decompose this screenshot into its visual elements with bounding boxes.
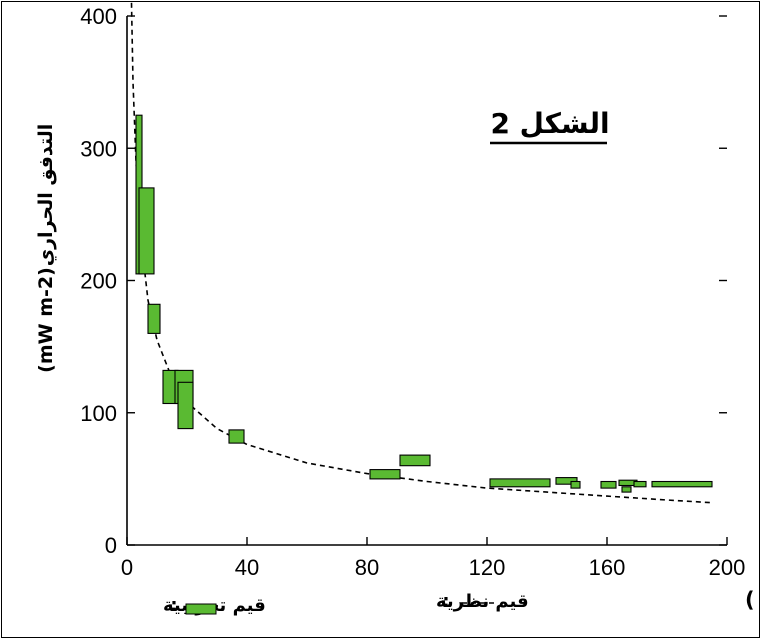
x-tick-label: 160 [589,555,626,580]
y-tick-label: 200 [80,269,117,294]
y-tick-label: 0 [105,533,117,558]
data-box [633,480,647,488]
chart-title: الشكل 2 [490,107,609,140]
y-tick-label: 400 [80,4,117,29]
legend-theory-sep: : [442,591,449,612]
data-boxes [135,114,713,493]
theory-curve-layer [130,2,713,504]
x-tick-label: 0 [121,555,133,580]
x-tick-label: 200 [709,555,746,580]
data-box [600,480,617,489]
theory-curve [130,2,713,504]
data-box [489,478,551,488]
y-axis-label-unit: (mW m-2) [35,267,57,373]
legend-theory-label: قيم نظرية [436,591,529,612]
axis-ticks: 0 100 200 300 400 0 40 80 120 160 200 [80,4,745,580]
data-box [651,480,713,488]
data-box [621,486,632,493]
data-box [555,477,578,485]
x-tick-label: 80 [355,555,379,580]
data-box [570,480,581,489]
legend-exp-sep: : [170,595,177,616]
x-tick-label: 40 [235,555,259,580]
x-tick-label: 120 [469,555,506,580]
y-axis-label: التدفق الحراري (mW m-2) [35,124,58,373]
data-box [177,381,194,430]
data-box [147,303,161,334]
y-tick-label: 300 [80,136,117,161]
data-box [228,429,245,444]
data-box [369,469,401,480]
y-axis-label-main: التدفق الحراري [35,124,58,267]
data-box [138,187,155,275]
y-tick-label: 100 [80,401,117,426]
data-box [399,454,431,467]
legend-exp-swatch [185,603,217,615]
x-axis-label: العمر ( مليون سنة ) [745,588,763,612]
